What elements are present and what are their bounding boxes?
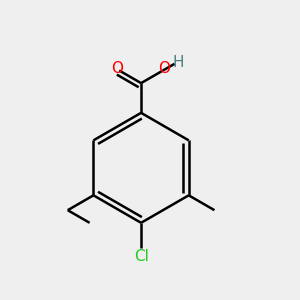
Text: O: O bbox=[158, 61, 170, 76]
Text: H: H bbox=[172, 55, 184, 70]
Text: Cl: Cl bbox=[134, 249, 148, 264]
Text: O: O bbox=[111, 61, 123, 76]
